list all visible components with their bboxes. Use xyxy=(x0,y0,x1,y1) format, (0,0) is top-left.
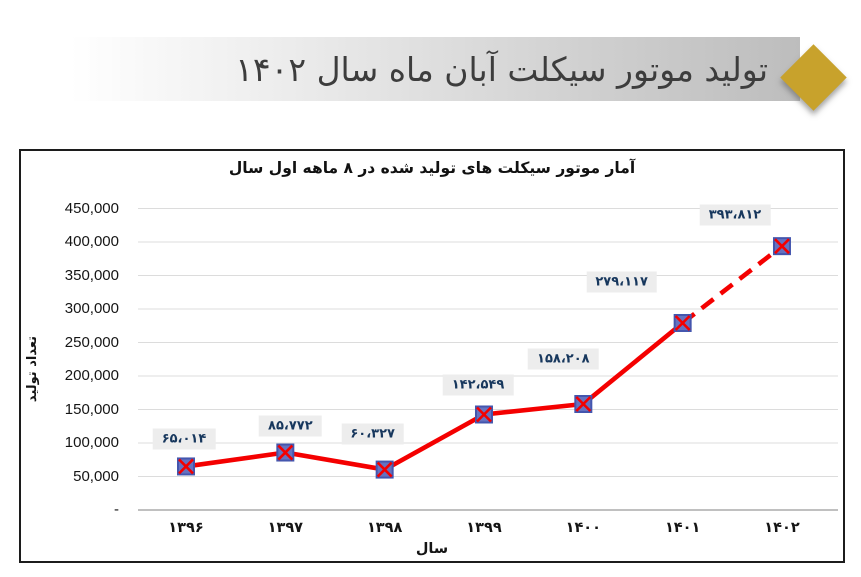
x-tick-label: ۱۳۹۹ xyxy=(466,520,502,536)
y-tick-label: - xyxy=(114,501,119,518)
y-tick-label: 250,000 xyxy=(64,333,119,351)
y-tick-label: 300,000 xyxy=(64,300,119,317)
data-label: ۱۵۸،۲۰۸ xyxy=(528,348,599,370)
series-line-solid xyxy=(185,321,685,472)
data-label: ۲۷۹،۱۱۷ xyxy=(586,271,657,293)
marker-x-stroke xyxy=(674,315,691,331)
x-tick-label: ۱۴۰۰ xyxy=(565,520,602,536)
data-label: ۱۴۲،۵۴۹ xyxy=(442,374,514,396)
y-tick-label: 350,000 xyxy=(64,266,119,284)
y-tick-label: 200,000 xyxy=(64,367,119,384)
data-label: ۶۵،۰۱۴ xyxy=(152,428,216,450)
marker-x-stroke xyxy=(376,461,393,478)
y-tick-label: 450,000 xyxy=(64,199,119,217)
y-axis-title: تعداد تولید xyxy=(25,335,40,403)
chart-panel: آمار موتور سیکلت های تولید شده در ۸ ماهه… xyxy=(19,149,845,563)
marker-x-stroke xyxy=(575,396,592,412)
page-title: تولید موتور سیکلت آبان ماه سال ۱۴۰۲ xyxy=(235,49,768,89)
x-axis-title: سال xyxy=(415,541,449,557)
y-tick-label: 150,000 xyxy=(64,400,119,418)
marker-x-stroke xyxy=(277,444,294,461)
data-label: ۳۹۳،۸۱۲ xyxy=(699,204,771,226)
x-tick-label: ۱۴۰۲ xyxy=(764,520,800,536)
marker-x-stroke xyxy=(476,406,492,423)
y-tick-label: 100,000 xyxy=(64,434,119,451)
marker-x-stroke xyxy=(774,238,790,255)
series-line-dashed xyxy=(681,244,784,325)
data-label: ۶۰،۳۲۷ xyxy=(341,423,404,445)
y-tick-label: 50,000 xyxy=(73,467,119,485)
marker-x-stroke xyxy=(178,458,194,475)
x-tick-label: ۱۳۹۷ xyxy=(267,520,304,536)
x-tick-label: ۱۳۹۸ xyxy=(366,520,403,536)
x-tick-label: ۱۳۹۶ xyxy=(168,520,204,536)
y-tick-label: 400,000 xyxy=(64,233,119,250)
header-banner: تولید موتور سیکلت آبان ماه سال ۱۴۰۲ xyxy=(70,37,800,101)
x-tick-label: ۱۴۰۱ xyxy=(664,520,701,536)
data-label: ۸۵،۷۷۲ xyxy=(259,415,322,437)
chart-title: آمار موتور سیکلت های تولید شده در ۸ ماهه… xyxy=(228,159,636,177)
